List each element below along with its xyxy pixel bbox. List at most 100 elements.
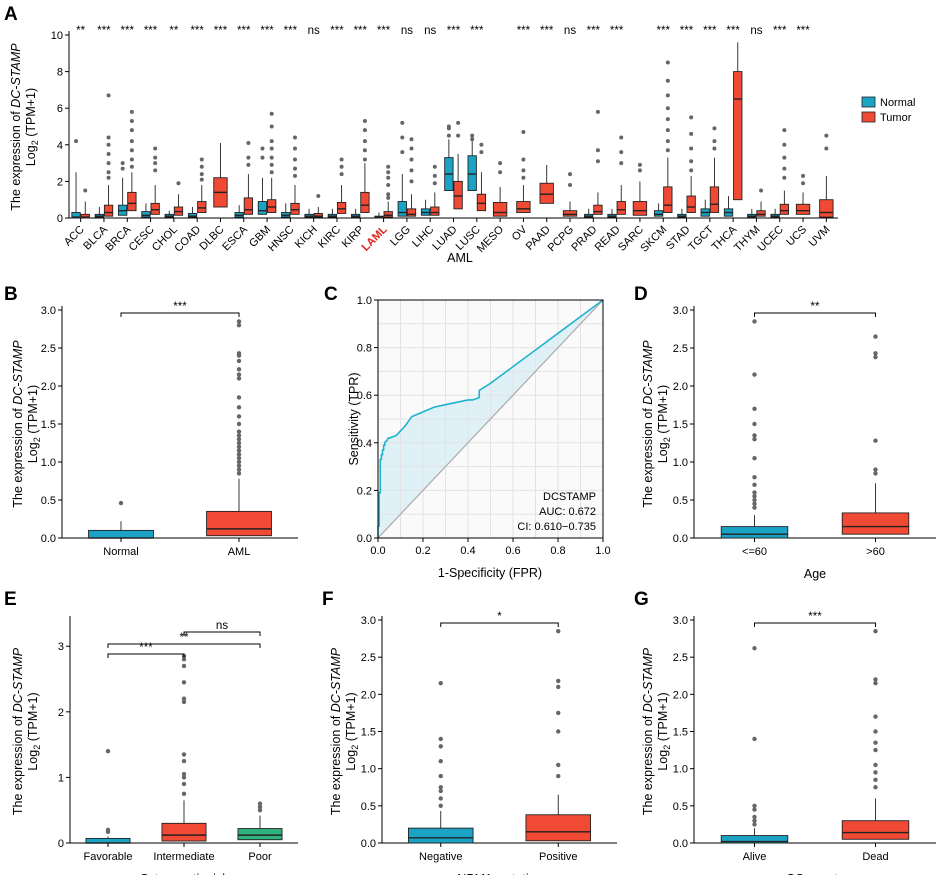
box-tumor-box — [360, 191, 370, 213]
x-tick-label: DLBC — [197, 224, 226, 253]
outlier-point — [236, 448, 242, 453]
outlier-point — [801, 173, 806, 178]
box-normal-box — [257, 201, 268, 215]
outlier-point — [106, 93, 111, 98]
outlier-point — [153, 146, 158, 151]
outlier-point — [432, 181, 437, 186]
outlier-point — [752, 433, 757, 438]
outlier-point — [292, 157, 297, 162]
outlier-point — [153, 155, 158, 160]
x-tick-label: PCPG — [546, 224, 577, 255]
outlier-point — [106, 135, 111, 140]
plot-frame — [377, 299, 604, 539]
outlier-point — [246, 162, 251, 167]
significance-label: ns — [750, 25, 762, 37]
outlier-point — [873, 740, 878, 745]
outlier-point — [873, 680, 878, 686]
significance-label: *** — [796, 25, 810, 37]
box-tumor-box — [336, 201, 347, 214]
box-normal-box — [407, 827, 474, 844]
x-axis-label-gene: NPM1 — [456, 872, 491, 875]
outlier-point — [409, 137, 414, 142]
y-tick-label: 0.0 — [361, 838, 376, 850]
significance-label: *** — [726, 25, 740, 37]
y-tick-label: 0.8 — [357, 343, 372, 355]
outlier-point — [752, 482, 757, 487]
outlier-point — [236, 463, 242, 468]
panel-letter: C — [324, 284, 338, 305]
y-axis-label-log: Log — [26, 750, 40, 771]
x-tick-label: 0.4 — [460, 545, 475, 557]
y-tick-label: 0.0 — [673, 838, 688, 850]
significance-label: *** — [121, 25, 135, 37]
outlier-point — [438, 744, 443, 749]
significance-bracket — [107, 643, 261, 648]
y-axis-label-prefix: The expression of — [641, 405, 655, 508]
panel-letter: B — [4, 284, 18, 305]
x-tick-label: Favorable — [84, 851, 133, 863]
outlier-point — [873, 354, 878, 360]
y-tick-label: 1.0 — [361, 764, 376, 776]
x-tick-label: Alive — [743, 851, 767, 863]
outlier-point — [236, 376, 242, 381]
outlier-point — [129, 119, 134, 124]
x-tick-label: 0.2 — [415, 545, 430, 557]
outlier-point — [400, 120, 405, 125]
legend-swatch-tumor — [861, 111, 876, 123]
outlier-point — [181, 657, 187, 662]
y-axis-label-line1: The expression of DC-STAMP — [641, 340, 655, 508]
x-tick-label: UVM — [807, 224, 833, 250]
y-axis-label-gene: DC-STAMP — [641, 340, 655, 405]
y-axis-label-gene: DC-STAMP — [9, 43, 23, 108]
outlier-point — [689, 146, 694, 151]
outlier-point — [236, 467, 242, 472]
outlier-point — [339, 157, 344, 162]
significance-label: *** — [587, 25, 601, 37]
outlier-point — [199, 177, 204, 182]
outlier-point — [873, 777, 878, 783]
outlier-point — [782, 166, 787, 171]
outlier-point — [873, 714, 878, 719]
outlier-point — [438, 803, 443, 809]
outlier-point — [409, 146, 414, 151]
outlier-point — [199, 172, 204, 177]
outlier-point — [181, 680, 187, 685]
outlier-point — [181, 696, 187, 701]
box-tumor-box — [206, 510, 272, 537]
significance-label: *** — [237, 25, 251, 37]
outlier-point — [106, 151, 111, 156]
y-tick-label: 1.0 — [673, 764, 688, 776]
outlier-point — [873, 747, 878, 753]
outlier-point — [120, 166, 125, 171]
box-tumor-box — [709, 186, 720, 213]
outlier-point — [556, 628, 561, 634]
y-tick-label: 2 — [58, 707, 64, 719]
box-tumor-box — [492, 201, 508, 217]
x-tick-label: AML — [228, 546, 251, 558]
outlier-point — [181, 752, 187, 757]
outlier-point — [521, 129, 526, 134]
outlier-point — [782, 175, 787, 180]
outlier-point — [619, 161, 624, 166]
outlier-point — [665, 148, 670, 153]
outlier-point — [873, 334, 878, 339]
y-tick-label: 1.5 — [673, 419, 688, 431]
y-axis-label-prefix: The expression of — [9, 108, 23, 211]
y-tick-label: 0.6 — [357, 390, 372, 402]
significance-label: *** — [517, 25, 531, 37]
outlier-point — [106, 175, 111, 180]
outlier-point — [752, 814, 757, 820]
box-tumor-box — [733, 71, 743, 201]
outlier-point — [824, 133, 829, 138]
outlier-point — [752, 505, 757, 510]
significance-label: ** — [811, 301, 820, 313]
outlier-point — [362, 119, 367, 124]
y-axis-label-unit: (TPM+1) — [344, 692, 358, 744]
y-axis-label-gene: DC-STAMP — [641, 647, 655, 712]
outlier-point — [521, 175, 526, 180]
y-tick-label: 10 — [51, 30, 63, 42]
x-tick-label: ESCA — [220, 223, 250, 253]
